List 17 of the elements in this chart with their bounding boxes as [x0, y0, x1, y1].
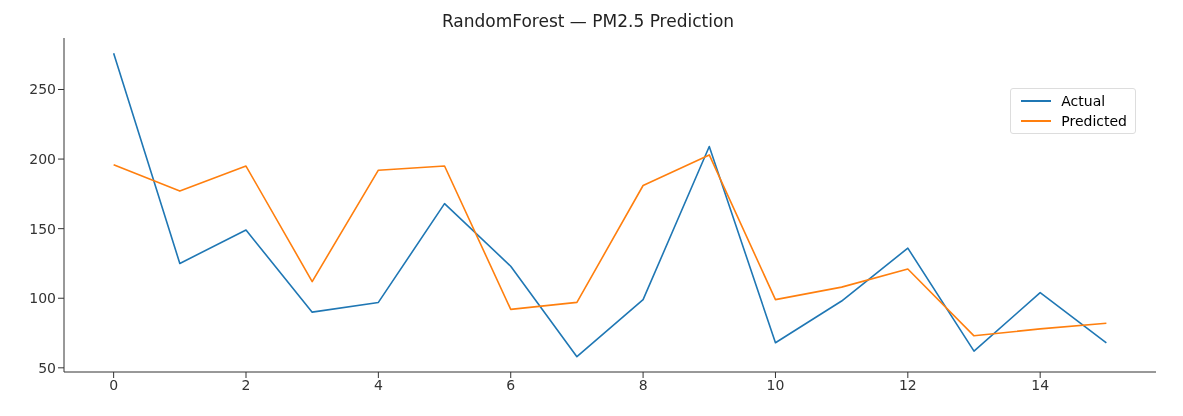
x-tick-label: 6 [506, 376, 516, 393]
y-tick-label: 200 [29, 151, 56, 168]
x-tick-label: 4 [373, 376, 383, 393]
legend-label: Predicted [1061, 112, 1127, 131]
chart-title: RandomForest — PM2.5 Prediction [440, 10, 736, 33]
x-tick-label: 12 [898, 376, 917, 393]
y-tick-label: 100 [29, 290, 56, 307]
legend-label: Actual [1061, 92, 1106, 111]
x-tick-label: 8 [638, 376, 648, 393]
x-tick-label: 10 [766, 376, 785, 393]
x-tick-label: 0 [109, 376, 119, 393]
y-tick-label: 50 [38, 359, 56, 376]
line-series [112, 154, 1108, 337]
y-tick-label: 150 [29, 220, 56, 237]
x-tick-label: 14 [1031, 376, 1050, 393]
x-tick-label: 2 [241, 376, 251, 393]
y-tick-label: 250 [29, 81, 56, 98]
